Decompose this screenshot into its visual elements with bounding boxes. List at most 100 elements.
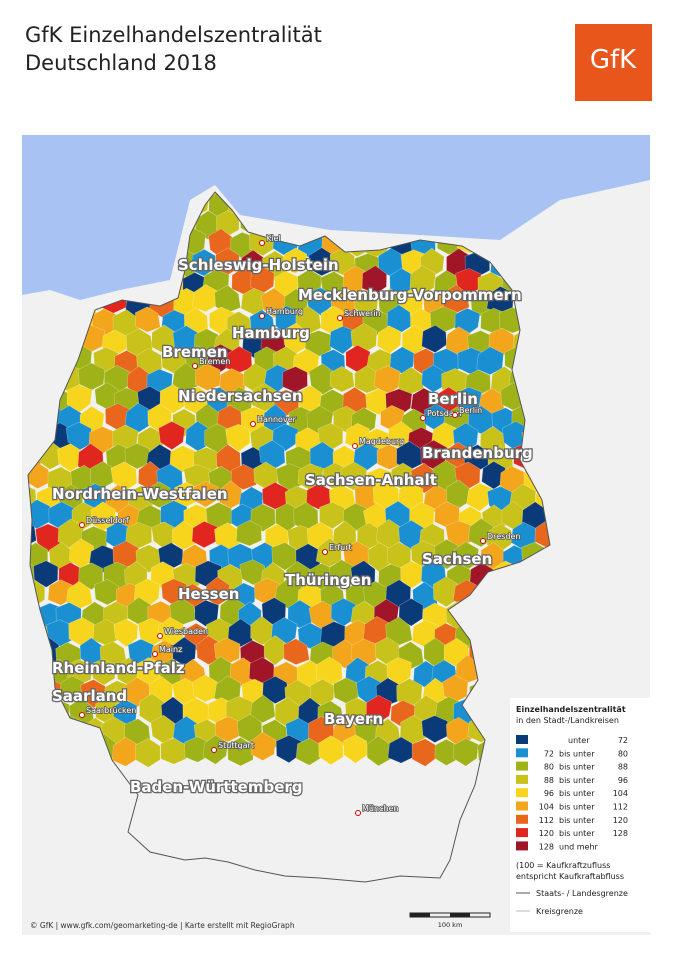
- district: [361, 265, 388, 295]
- district: [271, 542, 298, 571]
- district: [225, 423, 251, 452]
- district: [455, 268, 482, 295]
- state-label: Brandenburg: [422, 444, 533, 462]
- legend-word: bis unter: [559, 829, 595, 838]
- legend-from: 96: [544, 789, 554, 798]
- district: [194, 599, 220, 627]
- city-label: Mainz: [159, 645, 182, 654]
- district: [421, 364, 447, 393]
- city-dot: [355, 810, 361, 816]
- district: [146, 481, 173, 508]
- legend-to: 104: [613, 789, 628, 798]
- legend-to: 80: [618, 749, 628, 758]
- city-dot: [352, 443, 358, 449]
- scale-bar: [450, 913, 470, 917]
- district: [261, 481, 289, 510]
- district: [78, 562, 104, 591]
- district: [59, 675, 85, 704]
- district: [453, 738, 479, 767]
- subtitle: Deutschland 2018: [25, 51, 217, 75]
- city-label: Stuttgart: [218, 741, 254, 750]
- cities: Kiel Hamburg Schwerin Bremen Hannover Potsdam…: [79, 233, 521, 816]
- legend-to: 128: [613, 829, 628, 838]
- city-label: Bremen: [199, 357, 230, 366]
- state-label: Hessen: [178, 585, 239, 603]
- district: [343, 734, 369, 764]
- district: [398, 598, 424, 627]
- district: [236, 713, 263, 743]
- legend-note: entspricht Kaufkraftabfluss: [516, 872, 624, 881]
- district: [398, 519, 425, 551]
- district: [468, 518, 494, 548]
- district: [47, 579, 74, 606]
- district: [387, 736, 414, 764]
- state-label: Mecklenburg-Vorpommern: [298, 286, 522, 304]
- district: [421, 715, 449, 743]
- legend-to: 72: [618, 736, 628, 745]
- legend-title: Einzelhandelszentralität: [516, 705, 626, 714]
- legend-from: 80: [544, 763, 554, 772]
- district: [90, 658, 116, 686]
- state-label: Nordrhein-Westfalen: [52, 485, 228, 503]
- legend-note: (100 = Kaufkraftzufluss: [516, 861, 610, 870]
- city-label: München: [362, 804, 399, 813]
- district: [169, 445, 197, 473]
- state-label: Berlin: [428, 390, 478, 408]
- city-dot: [192, 363, 198, 369]
- district: [466, 482, 494, 512]
- city-label: Schwerin: [344, 309, 381, 318]
- city-dot: [322, 549, 328, 555]
- district: [93, 578, 119, 606]
- district: [239, 559, 267, 586]
- district: [421, 324, 447, 353]
- legend-word: bis unter: [559, 749, 595, 758]
- district: [281, 247, 308, 274]
- district: [282, 366, 308, 393]
- legend-border: Staats- / Landesgrenze: [536, 889, 628, 898]
- legend-from: 88: [544, 776, 554, 785]
- district: [283, 638, 310, 666]
- state-label: Bremen: [162, 343, 228, 361]
- legend-word: bis unter: [559, 776, 595, 785]
- district: [194, 363, 221, 391]
- district: [329, 365, 355, 393]
- sea: [22, 135, 650, 300]
- district: [113, 618, 139, 648]
- legend-swatch: [516, 801, 528, 811]
- district: [158, 421, 186, 451]
- city-dot: [157, 633, 163, 639]
- district: [191, 520, 218, 549]
- district: [329, 247, 357, 276]
- city-label: Düsseldorf: [86, 516, 129, 525]
- state-label: Schleswig-Holstein: [178, 256, 339, 274]
- district: [271, 423, 299, 452]
- legend-border: Kreisgrenze: [536, 907, 583, 916]
- district: [319, 501, 345, 530]
- city-label: Saarbrücken: [86, 706, 136, 715]
- district: [125, 522, 153, 549]
- district: [79, 679, 108, 709]
- scale-bar: [410, 913, 430, 917]
- title: GfK Einzelhandelszentralität: [25, 23, 322, 47]
- legend-from: 72: [544, 749, 554, 758]
- district: [385, 579, 412, 608]
- district: [275, 734, 302, 764]
- city-dot: [211, 747, 217, 753]
- district: [409, 265, 436, 296]
- city-label: Wiesbaden: [164, 627, 208, 636]
- legend-box: [510, 698, 650, 932]
- legend-swatch: [516, 735, 528, 744]
- logo: GfK: [590, 45, 637, 75]
- district: [190, 248, 216, 277]
- district: [33, 560, 59, 588]
- district: [250, 731, 277, 761]
- credit: © GfK | www.gfk.com/geomarketing-de | Ka…: [30, 921, 295, 930]
- legend-to: 88: [618, 763, 628, 772]
- city-label: Kiel: [266, 234, 281, 243]
- state-label: Niedersachsen: [178, 387, 303, 405]
- city-dot: [79, 522, 85, 528]
- legend-word: unter: [568, 736, 590, 745]
- district: [365, 694, 393, 724]
- city-label: Berlin: [459, 406, 482, 415]
- state-label: Bayern: [324, 710, 383, 728]
